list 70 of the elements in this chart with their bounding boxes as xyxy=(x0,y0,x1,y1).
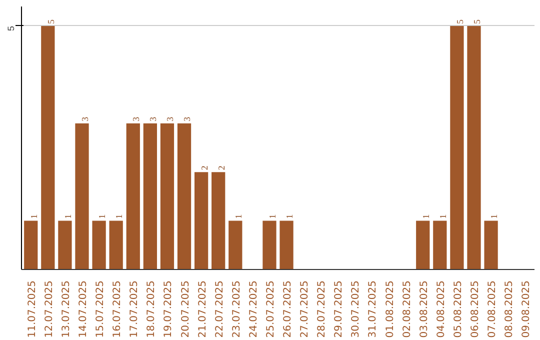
data-label: 1 xyxy=(28,214,39,219)
data-label: 1 xyxy=(97,214,108,219)
data-label: 1 xyxy=(438,214,448,219)
bar xyxy=(109,220,123,270)
x-tick-label: 02.08.2025 xyxy=(402,280,413,338)
data-label: 1 xyxy=(420,214,431,219)
x-tick-label: 26.07.2025 xyxy=(282,280,294,338)
x-tick-label: 31.07.2025 xyxy=(368,280,379,338)
bar xyxy=(416,220,430,270)
x-tick-label: 20.07.2025 xyxy=(180,280,192,338)
bar xyxy=(58,220,72,270)
data-label: 1 xyxy=(284,214,295,219)
bar xyxy=(484,220,498,270)
data-label: 3 xyxy=(148,116,158,122)
x-tick-label: 25.07.2025 xyxy=(265,280,276,338)
x-tick-label: 01.08.2025 xyxy=(384,280,396,338)
x-tick-label: 29.07.2025 xyxy=(334,280,345,338)
bar xyxy=(160,123,174,270)
x-tick-label: 05.08.2025 xyxy=(452,280,464,338)
x-tick-label: 27.07.2025 xyxy=(300,280,311,338)
data-label: 3 xyxy=(165,116,176,122)
x-tick-label: 24.07.2025 xyxy=(248,280,260,338)
bar xyxy=(194,172,208,270)
x-tick-label: 15.07.2025 xyxy=(95,280,106,338)
bar xyxy=(262,220,276,270)
x-tick-label: 12.07.2025 xyxy=(44,280,55,338)
x-tick-label: 16.07.2025 xyxy=(112,280,124,338)
x-tick-label: 07.08.2025 xyxy=(487,280,498,338)
x-tick-label: 23.07.2025 xyxy=(231,280,242,338)
data-label: 1 xyxy=(233,214,244,219)
x-tick-label: 28.07.2025 xyxy=(316,280,328,338)
data-label: 2 xyxy=(216,166,226,170)
x-tick-label: 06.08.2025 xyxy=(470,280,481,338)
data-label: 1 xyxy=(489,214,500,219)
data-label: 5 xyxy=(454,18,465,24)
data-label: 1 xyxy=(267,214,278,219)
bar xyxy=(433,220,447,270)
data-label: 5 xyxy=(46,18,56,24)
bar xyxy=(41,26,55,270)
data-label: 1 xyxy=(114,214,124,219)
x-tick-label: 08.08.2025 xyxy=(504,280,516,338)
bar xyxy=(212,172,226,270)
x-tick-label: 19.07.2025 xyxy=(163,280,174,338)
x-tick-label: 03.08.2025 xyxy=(418,280,430,338)
data-label: 3 xyxy=(182,116,192,122)
data-label: 3 xyxy=(80,116,90,122)
bar xyxy=(75,123,89,270)
bar xyxy=(177,123,192,270)
x-tick-label: 17.07.2025 xyxy=(129,280,140,338)
bar xyxy=(280,220,294,270)
data-label: 5 xyxy=(472,18,482,24)
bar xyxy=(228,220,242,270)
x-tick-label: 11.07.2025 xyxy=(26,280,38,338)
x-tick-label: 22.07.2025 xyxy=(214,280,226,338)
bar xyxy=(24,220,38,270)
x-tick-label: 04.08.2025 xyxy=(436,280,447,338)
x-tick-label: 21.07.2025 xyxy=(197,280,208,338)
x-tick-label: 18.07.2025 xyxy=(146,280,158,338)
data-label: 2 xyxy=(199,166,210,170)
bar xyxy=(126,123,140,270)
data-label: 3 xyxy=(131,116,142,122)
bar xyxy=(92,220,106,270)
x-tick-label: 30.07.2025 xyxy=(350,280,362,338)
bar xyxy=(450,26,464,270)
bar xyxy=(143,123,157,270)
x-tick-label: 09.08.2025 xyxy=(521,280,532,338)
bar xyxy=(467,26,481,270)
x-tick-label: 14.07.2025 xyxy=(78,280,90,338)
x-tick-label: 13.07.2025 xyxy=(60,280,72,338)
data-label: 1 xyxy=(62,214,73,219)
